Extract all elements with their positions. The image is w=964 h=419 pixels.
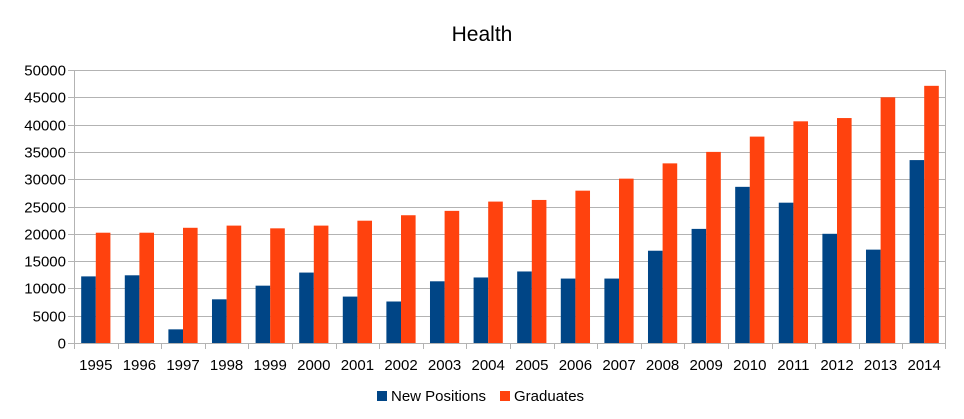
bars bbox=[81, 85, 939, 343]
x-tick-label: 2008 bbox=[646, 357, 679, 374]
x-tick-label: 2014 bbox=[908, 357, 941, 374]
x-tick-label: 2001 bbox=[341, 357, 374, 374]
x-tick-label: 1995 bbox=[79, 357, 112, 374]
bar-graduates bbox=[357, 220, 373, 343]
gridlines bbox=[74, 70, 946, 344]
bar-new-positions bbox=[691, 228, 707, 343]
bar-graduates bbox=[95, 232, 111, 343]
x-tick-label: 2006 bbox=[559, 357, 592, 374]
legend-label: New Positions bbox=[391, 388, 486, 405]
bar-new-positions bbox=[647, 250, 663, 343]
legend-swatch bbox=[500, 391, 510, 401]
x-axis-ticks: 1995 1996 1997 1998 1999 2000 2001 2002 2003 2004… bbox=[74, 343, 946, 374]
x-tick-label: 2012 bbox=[820, 357, 853, 374]
x-tick-label: 2009 bbox=[690, 357, 723, 374]
y-tick-label: 5000 bbox=[33, 309, 66, 326]
y-tick-label: 20000 bbox=[24, 227, 66, 244]
y-tick-label: 30000 bbox=[24, 172, 66, 189]
y-tick-label: 25000 bbox=[24, 200, 66, 217]
bar-graduates bbox=[924, 85, 939, 343]
bar-new-positions bbox=[865, 249, 881, 343]
bar-new-positions bbox=[604, 278, 619, 343]
bar-graduates bbox=[749, 136, 765, 343]
legend: New Positions Graduates bbox=[377, 388, 584, 405]
bar-new-positions bbox=[735, 186, 750, 343]
x-tick-label: 2003 bbox=[428, 357, 461, 374]
bar-new-positions bbox=[778, 202, 794, 343]
x-tick-label: 2005 bbox=[515, 357, 548, 374]
bar-new-positions bbox=[211, 299, 227, 343]
bar-graduates bbox=[662, 163, 678, 343]
bar-graduates bbox=[531, 199, 547, 343]
y-tick-label: 35000 bbox=[24, 145, 66, 162]
bar-graduates bbox=[880, 97, 896, 343]
bar-new-positions bbox=[299, 272, 314, 343]
bar-graduates bbox=[313, 225, 329, 343]
x-tick-label: 2013 bbox=[864, 357, 897, 374]
y-tick-label: 15000 bbox=[24, 254, 66, 271]
bar-new-positions bbox=[255, 285, 271, 343]
x-tick-label: 1996 bbox=[123, 357, 156, 374]
bar-new-positions bbox=[342, 296, 358, 343]
bar-graduates bbox=[401, 215, 416, 343]
bar-graduates bbox=[837, 118, 852, 343]
bar-graduates bbox=[488, 201, 503, 343]
chart-title: Health bbox=[452, 23, 513, 46]
y-tick-label: 50000 bbox=[24, 63, 66, 80]
y-tick-label: 10000 bbox=[24, 281, 66, 298]
y-axis-ticks: 0 5000 10000 15000 20000 25000 30000 35000 40000… bbox=[24, 63, 74, 353]
bar-graduates bbox=[270, 228, 285, 343]
x-tick-label: 2000 bbox=[297, 357, 330, 374]
y-tick-label: 40000 bbox=[24, 118, 66, 135]
y-tick-label: 45000 bbox=[24, 90, 66, 107]
x-tick-label: 2010 bbox=[733, 357, 766, 374]
x-tick-label: 1999 bbox=[254, 357, 287, 374]
bar-graduates bbox=[183, 227, 198, 343]
bar-new-positions bbox=[124, 275, 140, 343]
legend-swatch bbox=[377, 391, 387, 401]
bar-graduates bbox=[575, 190, 591, 343]
bar-new-positions bbox=[81, 276, 96, 343]
x-tick-label: 1997 bbox=[166, 357, 199, 374]
bar-graduates bbox=[706, 151, 721, 343]
legend-label: Graduates bbox=[514, 388, 584, 405]
y-tick-label: 0 bbox=[58, 336, 66, 353]
x-tick-label: 1998 bbox=[210, 357, 243, 374]
bar-graduates bbox=[139, 232, 155, 343]
bar-new-positions bbox=[429, 281, 445, 343]
x-tick-label: 2011 bbox=[777, 357, 809, 374]
bar-new-positions bbox=[517, 271, 532, 343]
bar-graduates bbox=[444, 210, 460, 343]
x-tick-label: 2004 bbox=[472, 357, 505, 374]
bar-new-positions bbox=[473, 277, 489, 343]
x-tick-label: 2007 bbox=[602, 357, 635, 374]
bar-new-positions bbox=[386, 301, 401, 343]
bar-graduates bbox=[619, 178, 634, 343]
bar-new-positions bbox=[909, 160, 925, 343]
x-tick-label: 2002 bbox=[384, 357, 417, 374]
bar-new-positions bbox=[560, 278, 576, 343]
bar-new-positions bbox=[822, 233, 837, 343]
bar-new-positions bbox=[168, 329, 183, 343]
bar-graduates bbox=[793, 121, 809, 343]
bar-graduates bbox=[226, 225, 242, 343]
